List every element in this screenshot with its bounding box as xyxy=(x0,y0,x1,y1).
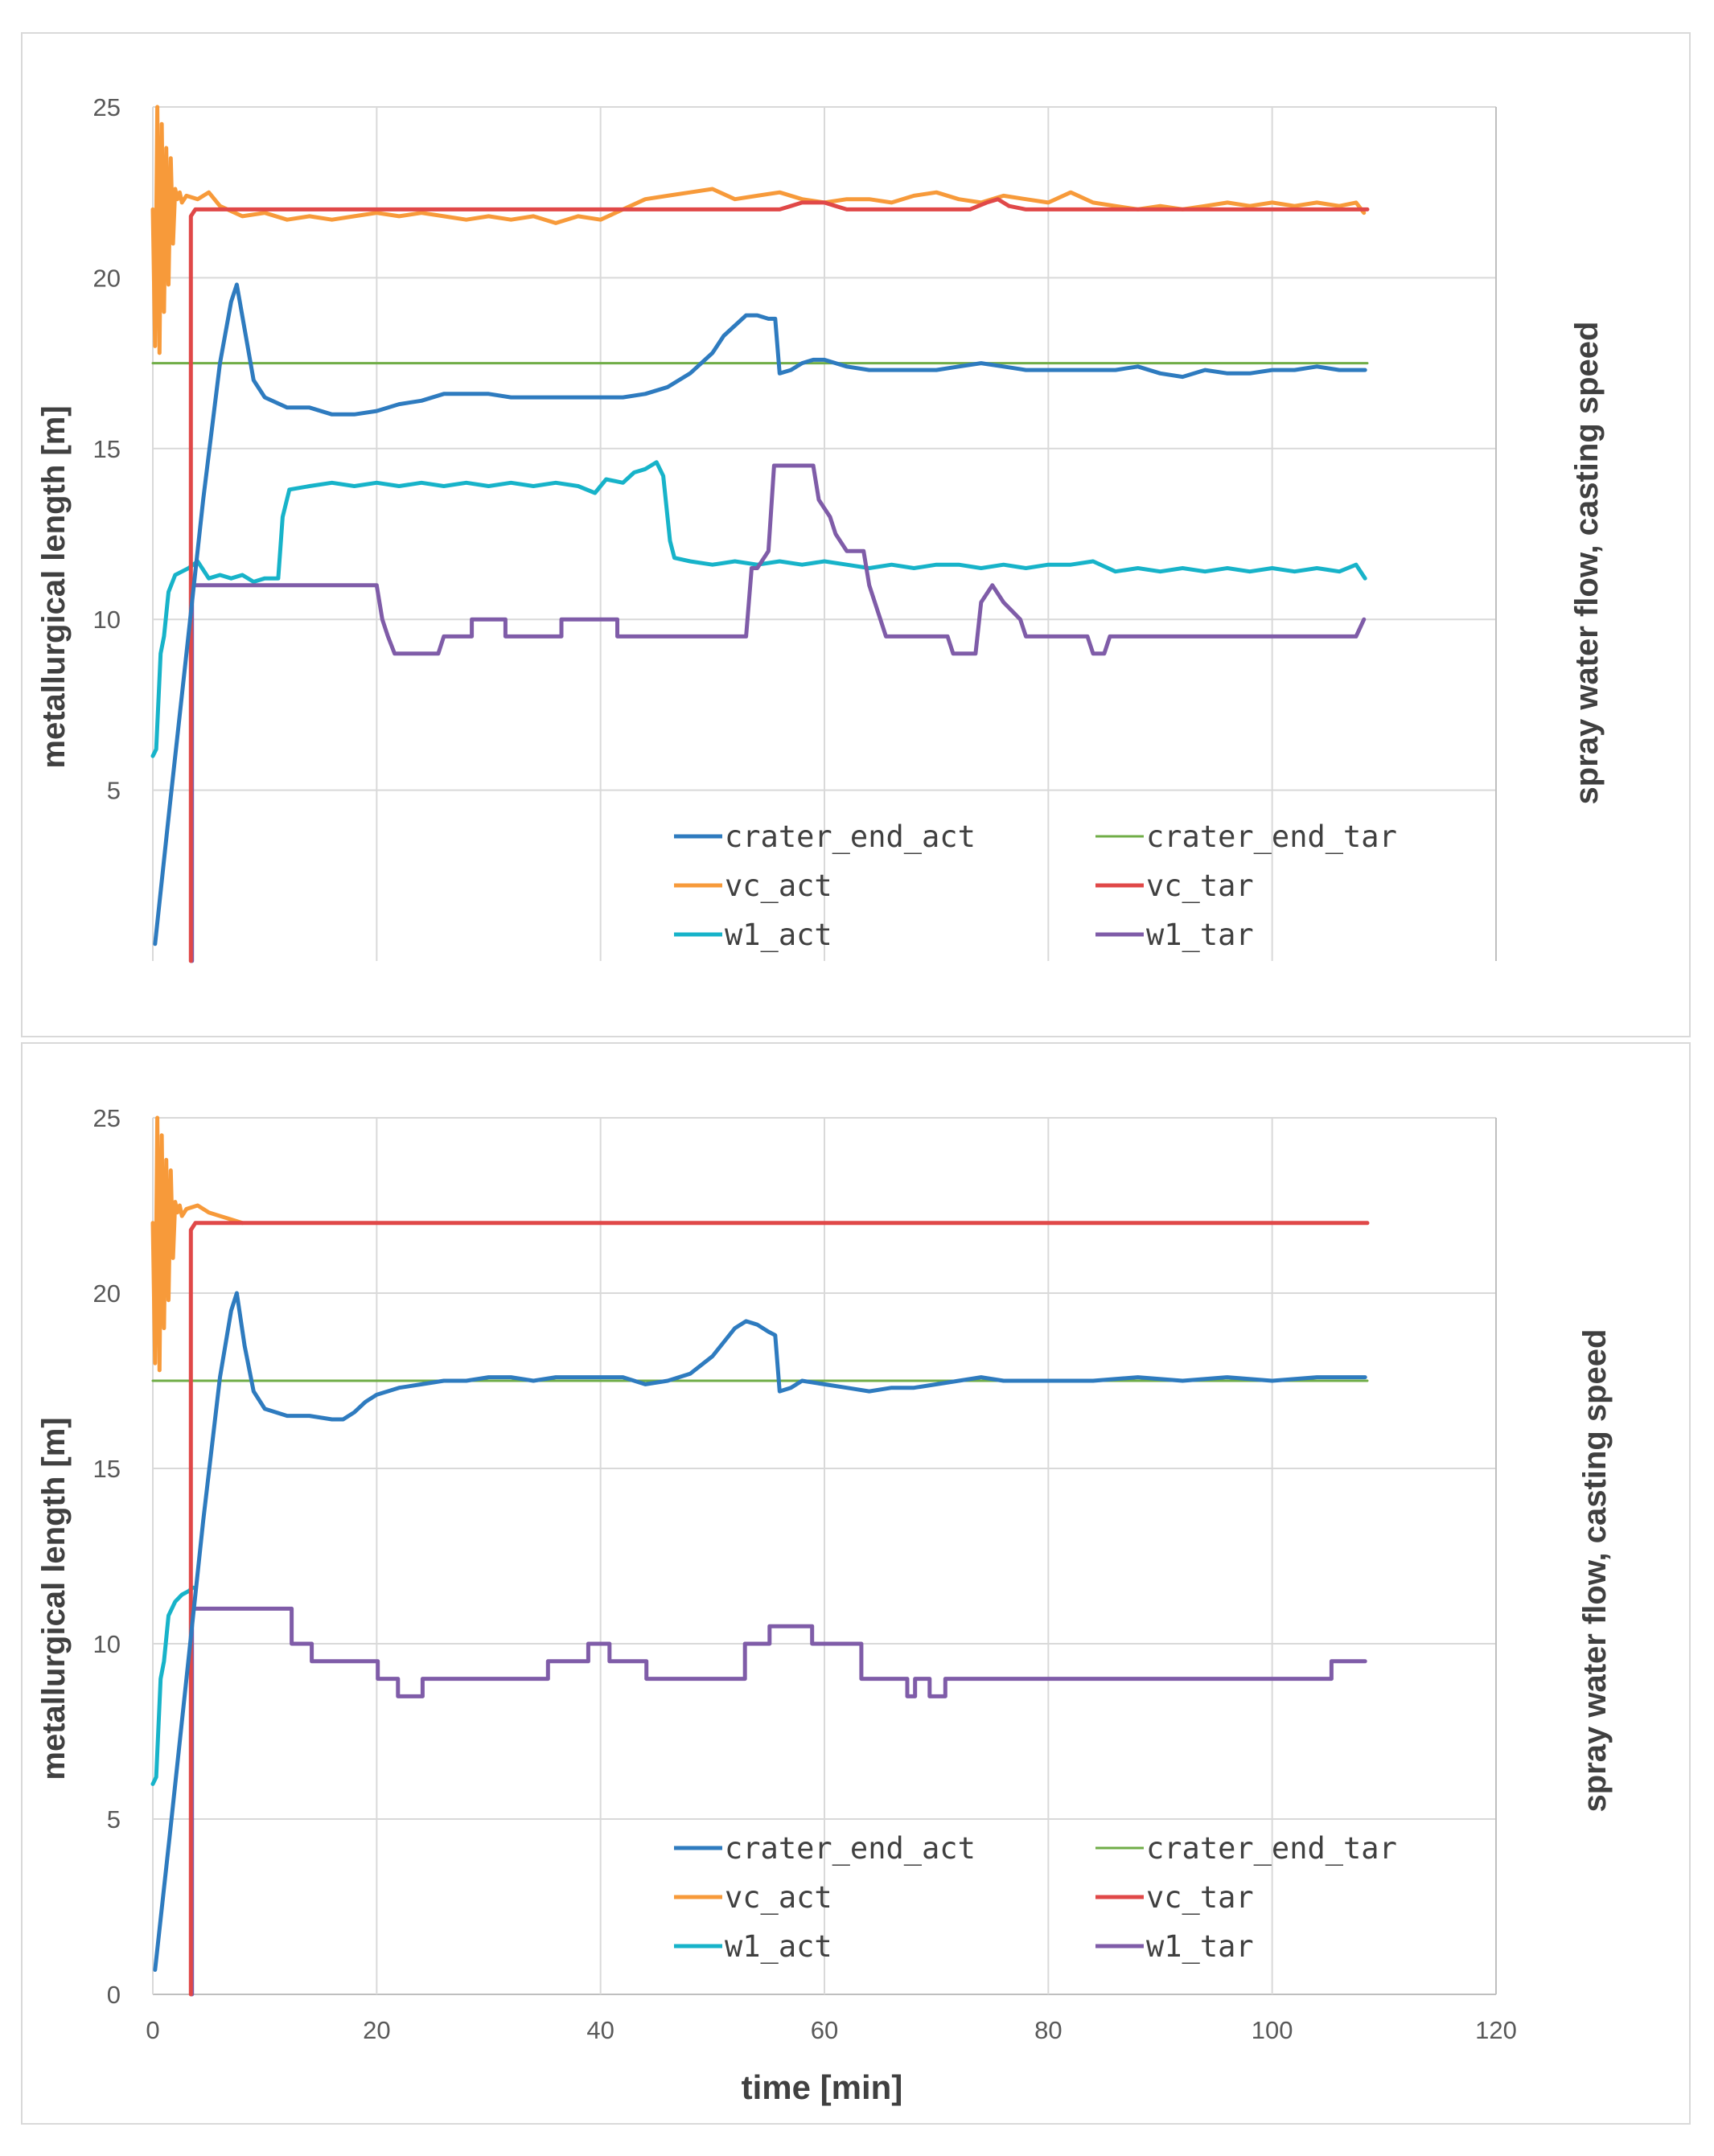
legend-label: vc_tar xyxy=(1146,869,1254,904)
y-axis-label: metallurgical length [m] xyxy=(36,1417,72,1780)
legend-item-crater-end-act: crater_end_act xyxy=(674,819,976,855)
legend-item-vc-act: vc_act xyxy=(674,869,832,904)
series-line-w1-tar xyxy=(190,463,1367,963)
x-tick-label: 60 xyxy=(811,2016,838,2044)
y-tick-label: 20 xyxy=(93,1279,121,1308)
series-line-w1-tar xyxy=(190,1606,1367,1997)
legend-item-vc-tar: vc_tar xyxy=(1095,1880,1254,1916)
legend-item-w1-act: w1_act xyxy=(674,918,832,953)
series-line-w1-act xyxy=(150,460,1367,758)
x-tick-label: 80 xyxy=(1034,2016,1062,2044)
legend-item-crater-end-tar: crater_end_tar xyxy=(1095,819,1397,855)
y-tick-label: 15 xyxy=(93,1455,121,1483)
y-tick-label: 25 xyxy=(93,93,121,121)
legend-label: w1_tar xyxy=(1146,918,1254,953)
legend: crater_end_act crater_end_tar vc_act vc_tar… xyxy=(674,819,1397,953)
x-tick-label: 100 xyxy=(1252,2016,1293,2044)
legend-item-w1-act: w1_act xyxy=(674,1929,832,1965)
y-tick-label: 5 xyxy=(107,1805,121,1834)
axes: 0 5 10 15 20 25 0 20 40 60 80 100 120 xyxy=(93,1104,1517,2044)
legend-label: crater_end_act xyxy=(725,819,976,855)
series-line-crater-end-act xyxy=(153,1291,1367,1972)
legend-label: crater_end_tar xyxy=(1146,819,1397,855)
legend-item-w1-tar: w1_tar xyxy=(1095,1929,1254,1965)
y-tick-label: 20 xyxy=(93,264,121,292)
series-line-crater-end-act xyxy=(153,282,1367,947)
series-line-vc-tar xyxy=(188,1221,1370,1997)
x-tick-label: 120 xyxy=(1475,2016,1517,2044)
legend-item-crater-end-tar: crater_end_tar xyxy=(1095,1831,1397,1866)
series-line-vc-act xyxy=(150,1115,245,1373)
y-tick-label: 25 xyxy=(93,1104,121,1132)
axes: 5 10 15 20 25 xyxy=(93,93,1497,961)
y-tick-label: 10 xyxy=(93,606,121,634)
x-tick-label: 0 xyxy=(146,2016,159,2044)
legend-label: crater_end_tar xyxy=(1146,1831,1397,1866)
y-axis-label: metallurgical length [m] xyxy=(36,405,72,768)
secondary-y-axis-label: spray water flow, casting speed xyxy=(1569,322,1605,805)
legend-label: w1_act xyxy=(725,918,832,953)
legend-label: crater_end_act xyxy=(725,1831,976,1866)
legend-item-crater-end-act: crater_end_act xyxy=(674,1831,976,1866)
legend-item-w1-tar: w1_tar xyxy=(1095,918,1254,953)
series-line-vc-tar xyxy=(188,197,1370,963)
secondary-y-axis-label: spray water flow, casting speed xyxy=(1577,1329,1613,1813)
legend-label: vc_tar xyxy=(1146,1880,1254,1916)
legend-label: vc_act xyxy=(725,869,832,904)
legend-label: w1_tar xyxy=(1146,1929,1254,1965)
y-tick-label: 5 xyxy=(107,777,121,805)
y-tick-label: 15 xyxy=(93,435,121,463)
x-tick-label: 20 xyxy=(363,2016,390,2044)
y-tick-label: 10 xyxy=(93,1630,121,1658)
legend-item-vc-act: vc_act xyxy=(674,1880,832,1916)
legend: crater_end_act crater_end_tar vc_act vc_tar… xyxy=(674,1831,1397,1965)
x-axis-label: time [min] xyxy=(742,2068,903,2106)
y-tick-label: 0 xyxy=(107,1981,121,2009)
legend-item-vc-tar: vc_tar xyxy=(1095,869,1254,904)
series-group xyxy=(150,105,1370,963)
x-tick-label: 40 xyxy=(586,2016,614,2044)
series-line-w1-act xyxy=(150,1585,195,1786)
legend-label: w1_act xyxy=(725,1929,832,1965)
series-group xyxy=(150,1115,1370,1997)
legend-label: vc_act xyxy=(725,1880,832,1916)
top-chart: 5 10 15 20 25 crater_end_act crater_end_tarvc… xyxy=(36,93,1605,963)
